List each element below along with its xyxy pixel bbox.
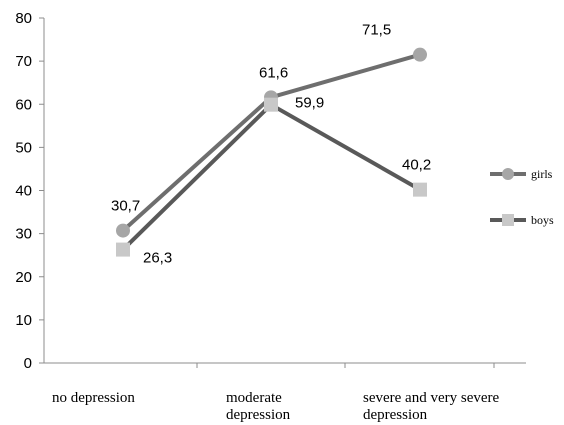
data-label-girls: 30,7 [111,198,140,215]
data-point-girls [413,47,427,62]
y-tick-label: 20 [15,269,32,286]
y-tick-label: 40 [15,183,32,200]
x-category-label-line: depression [363,407,428,423]
data-label-girls: 71,5 [362,22,391,39]
data-label-boys: 59,9 [295,95,324,112]
series-line-boys [121,102,421,252]
x-category-label-line: moderate [226,390,282,406]
legend-marker-girls [502,168,514,180]
legend-marker-boys [502,214,514,226]
data-label-boys: 26,3 [143,250,172,267]
data-point-girls [116,223,130,238]
data-point-boys [413,182,427,197]
legend: girls boys [490,167,554,227]
y-tick-label: 50 [15,139,32,156]
y-tick-label: 30 [15,226,32,243]
y-tick-label: 10 [15,312,32,329]
x-category-label-line: no depression [52,390,135,406]
x-category-label: moderate depression [226,390,291,423]
series-lines [121,52,421,252]
y-tick-label: 80 [15,10,32,27]
x-category-label-line: severe and very severe [363,390,500,406]
x-category-label-line: depression [226,407,291,423]
legend-label-girls: girls [531,167,553,181]
y-axis-ticks: 0 10 20 30 40 50 60 70 80 [15,10,44,372]
x-category-label: severe and very severe depression [363,390,500,423]
y-tick-label: 70 [15,53,32,70]
y-tick-label: 0 [24,355,32,372]
y-tick-label: 60 [15,96,32,113]
data-point-boys [264,97,278,112]
data-labels: 30,7 61,6 71,5 26,3 59,9 40,2 [111,22,431,267]
series-markers [116,47,427,257]
data-label-girls: 61,6 [259,64,288,81]
legend-label-boys: boys [531,213,554,227]
data-point-boys [116,242,130,257]
data-label-boys: 40,2 [402,157,431,174]
x-category-label: no depression [52,390,135,406]
